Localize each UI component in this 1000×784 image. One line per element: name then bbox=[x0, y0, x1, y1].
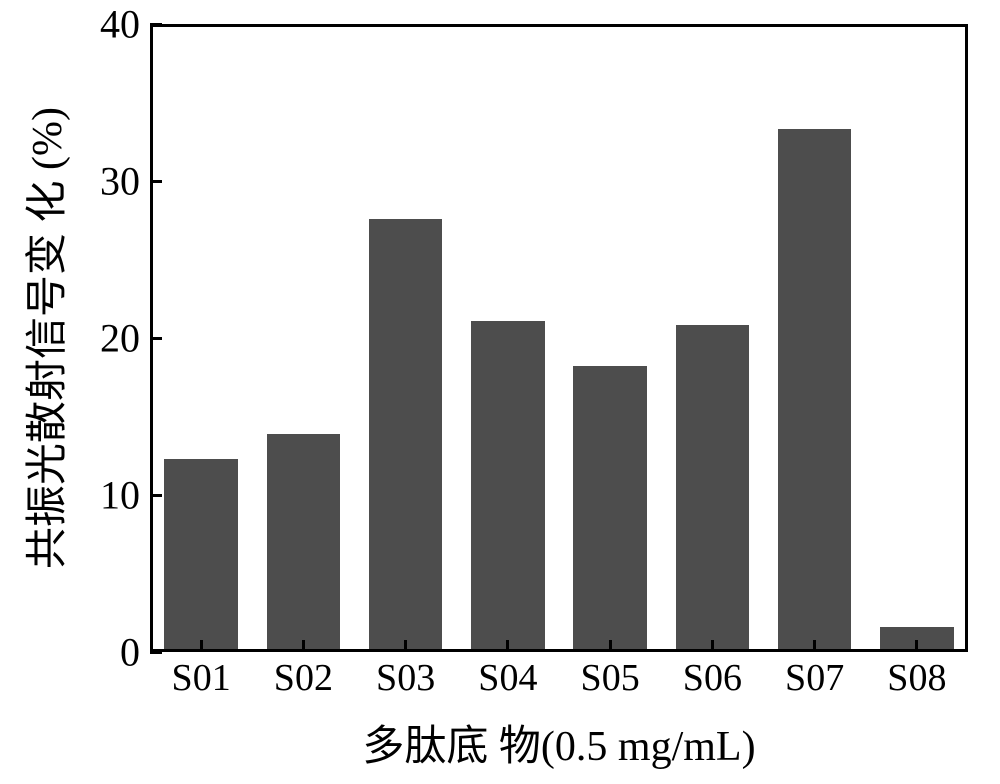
chart-container: 共振光散射信号变 化 (%) 多肽底 物(0.5 mg/mL) 0 10 20 30 4… bbox=[0, 0, 1000, 784]
x-tick-label: S01 bbox=[172, 656, 231, 700]
x-tick-label: S05 bbox=[581, 656, 640, 700]
bar bbox=[164, 459, 238, 649]
y-tick-mark bbox=[150, 651, 162, 654]
y-axis-title: 共振光散射信号变 化 (%) bbox=[13, 38, 63, 638]
bar bbox=[471, 321, 545, 649]
y-tick-label: 30 bbox=[90, 158, 140, 205]
x-tick-mark bbox=[302, 640, 305, 652]
axis-line bbox=[965, 24, 968, 652]
bar bbox=[267, 434, 341, 649]
y-tick-label: 0 bbox=[90, 629, 140, 676]
x-tick-label: S07 bbox=[785, 656, 844, 700]
x-tick-mark bbox=[915, 640, 918, 652]
y-tick-mark bbox=[150, 180, 162, 183]
bar bbox=[369, 219, 443, 649]
y-tick-label: 20 bbox=[90, 315, 140, 362]
y-tick-mark bbox=[150, 494, 162, 497]
plot-area bbox=[150, 24, 968, 652]
axis-line bbox=[150, 24, 968, 27]
axis-line bbox=[150, 649, 968, 652]
y-tick-label: 40 bbox=[90, 1, 140, 48]
y-tick-label: 10 bbox=[90, 472, 140, 519]
x-tick-mark bbox=[609, 640, 612, 652]
y-tick-mark bbox=[150, 337, 162, 340]
x-axis-title: 多肽底 物(0.5 mg/mL) bbox=[150, 712, 968, 773]
x-tick-label: S08 bbox=[887, 656, 946, 700]
x-tick-label: S06 bbox=[683, 656, 742, 700]
x-tick-label: S04 bbox=[478, 656, 537, 700]
x-tick-mark bbox=[404, 640, 407, 652]
x-tick-mark bbox=[711, 640, 714, 652]
bar bbox=[573, 366, 647, 649]
y-tick-mark bbox=[150, 23, 162, 26]
x-tick-mark bbox=[813, 640, 816, 652]
bar bbox=[778, 129, 852, 649]
bar bbox=[676, 325, 750, 649]
x-tick-mark bbox=[200, 640, 203, 652]
x-tick-label: S03 bbox=[376, 656, 435, 700]
x-tick-label: S02 bbox=[274, 656, 333, 700]
x-tick-mark bbox=[506, 640, 509, 652]
